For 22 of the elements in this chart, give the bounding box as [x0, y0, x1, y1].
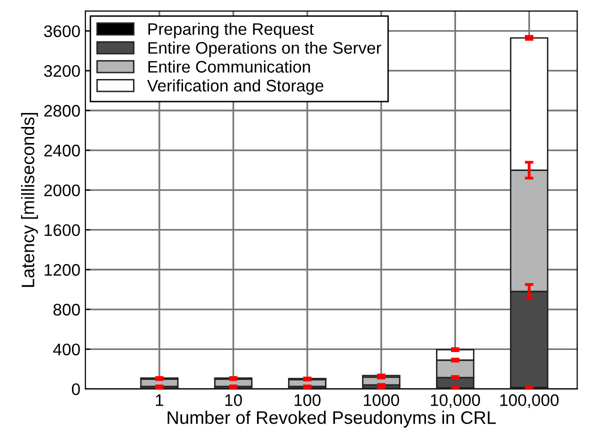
y-tick-label: 2800 [44, 104, 80, 117]
y-tick-label: 800 [53, 304, 80, 316]
x-tick-label: 100 [294, 394, 321, 406]
y-axis-title: Latency [milliseconds] [21, 112, 38, 287]
y-tick-label: 3200 [44, 65, 80, 77]
legend-label: Entire Operations on the Server [148, 42, 382, 58]
legend-label: Preparing the Request [148, 22, 314, 38]
x-tick-label: 1000 [364, 394, 400, 406]
x-tick-label: 1 [156, 394, 164, 406]
x-tick-label: 100,000 [500, 394, 559, 408]
x-axis-title: Number of Revoked Pseudonyms in CRL [168, 410, 496, 428]
y-tick-label: 2000 [44, 184, 80, 196]
legend-label: Verification and Storage [147, 79, 324, 95]
y-tick-label: 3600 [44, 25, 80, 38]
x-tick-label: 10 [225, 394, 242, 406]
y-tick-label: 1200 [44, 264, 80, 276]
y-tick-label: 2400 [44, 144, 80, 156]
x-tick-label: 10,000 [430, 394, 480, 408]
y-tick-label: 400 [53, 344, 80, 356]
y-tick-label: 0 [72, 383, 80, 396]
legend-label: Entire Communication [148, 60, 310, 73]
y-tick-label: 1600 [44, 224, 80, 236]
